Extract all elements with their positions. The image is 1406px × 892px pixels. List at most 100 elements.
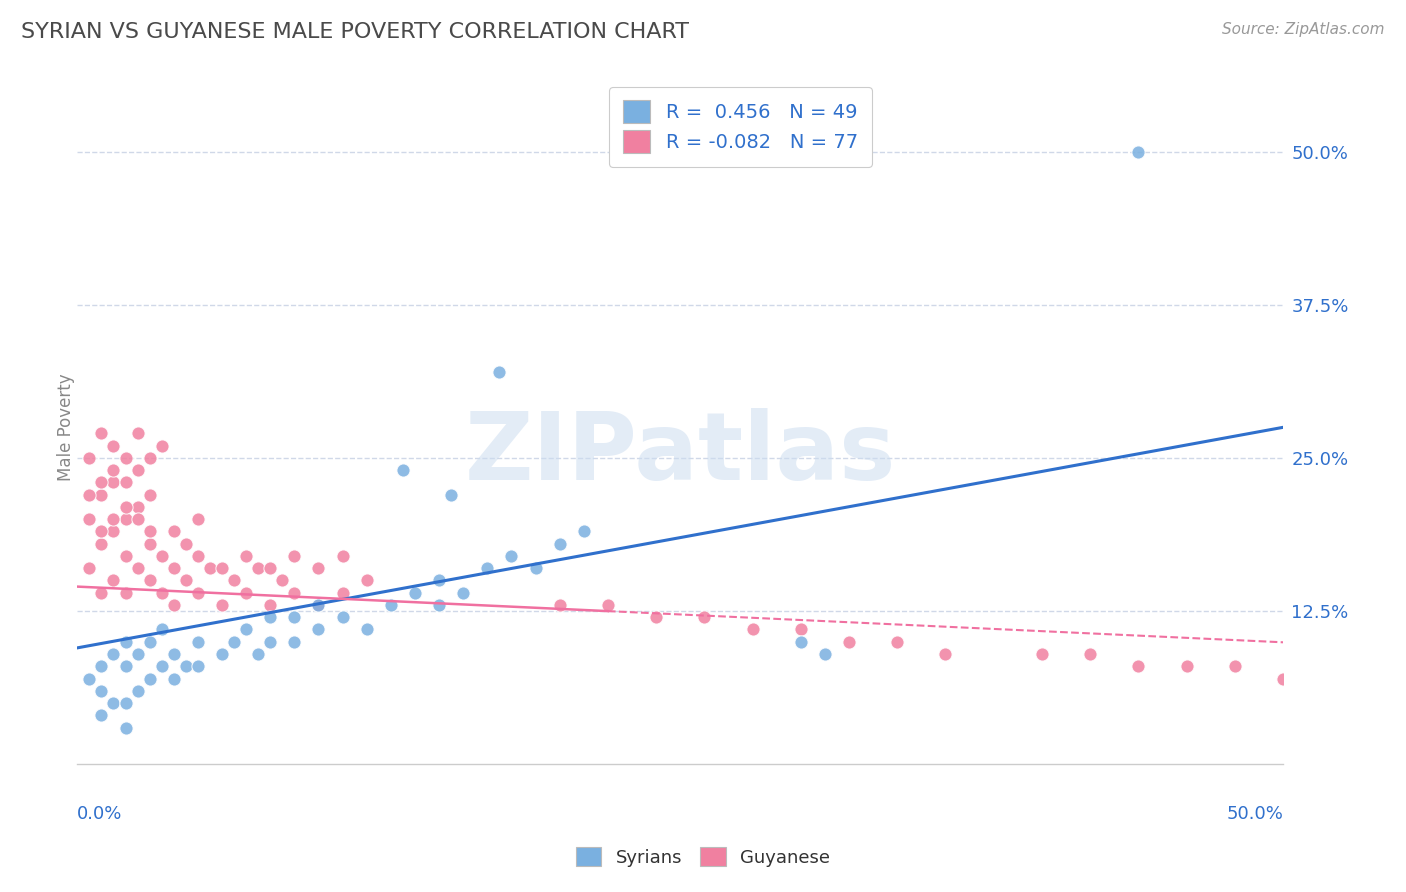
Point <box>790 634 813 648</box>
Point <box>451 585 474 599</box>
Point <box>211 647 233 661</box>
Point <box>187 659 209 673</box>
Point <box>90 659 112 673</box>
Point <box>138 488 160 502</box>
Point <box>1223 659 1246 673</box>
Point <box>103 696 125 710</box>
Text: SYRIAN VS GUYANESE MALE POVERTY CORRELATION CHART: SYRIAN VS GUYANESE MALE POVERTY CORRELAT… <box>21 22 689 42</box>
Point <box>103 524 125 539</box>
Point <box>247 561 270 575</box>
Point <box>1175 659 1198 673</box>
Point <box>235 549 257 563</box>
Point <box>127 426 149 441</box>
Point <box>150 623 173 637</box>
Point <box>356 574 378 588</box>
Point <box>572 524 595 539</box>
Point <box>127 561 149 575</box>
Point <box>114 549 136 563</box>
Point <box>163 561 186 575</box>
Point <box>163 598 186 612</box>
Point <box>79 450 101 465</box>
Point <box>79 512 101 526</box>
Point <box>187 634 209 648</box>
Point <box>174 537 197 551</box>
Text: 0.0%: 0.0% <box>77 805 122 822</box>
Point <box>645 610 668 624</box>
Point <box>259 634 281 648</box>
Legend: R =  0.456   N = 49, R = -0.082   N = 77: R = 0.456 N = 49, R = -0.082 N = 77 <box>609 87 872 167</box>
Point <box>548 598 571 612</box>
Point <box>693 610 716 624</box>
Point <box>103 647 125 661</box>
Point <box>211 561 233 575</box>
Point <box>127 647 149 661</box>
Point <box>138 634 160 648</box>
Point <box>283 585 305 599</box>
Point <box>103 512 125 526</box>
Point <box>127 512 149 526</box>
Point <box>127 683 149 698</box>
Point <box>150 585 173 599</box>
Point <box>90 683 112 698</box>
Point <box>90 585 112 599</box>
Point <box>356 623 378 637</box>
Point <box>114 585 136 599</box>
Point <box>90 475 112 490</box>
Point <box>838 634 860 648</box>
Point <box>307 561 329 575</box>
Point <box>814 647 837 661</box>
Point <box>90 488 112 502</box>
Point <box>103 463 125 477</box>
Point <box>283 610 305 624</box>
Point <box>138 524 160 539</box>
Point <box>404 585 426 599</box>
Point <box>332 549 354 563</box>
Point <box>307 598 329 612</box>
Point <box>1031 647 1053 661</box>
Point <box>1272 672 1295 686</box>
Point <box>886 634 908 648</box>
Point <box>187 512 209 526</box>
Point <box>741 623 763 637</box>
Point <box>138 574 160 588</box>
Point <box>211 598 233 612</box>
Point <box>427 598 450 612</box>
Point <box>440 488 463 502</box>
Point <box>934 647 956 661</box>
Point <box>187 549 209 563</box>
Legend: Syrians, Guyanese: Syrians, Guyanese <box>569 840 837 874</box>
Point <box>114 512 136 526</box>
Text: Source: ZipAtlas.com: Source: ZipAtlas.com <box>1222 22 1385 37</box>
Point <box>1078 647 1101 661</box>
Point <box>235 585 257 599</box>
Point <box>138 450 160 465</box>
Point <box>79 561 101 575</box>
Point <box>90 708 112 723</box>
Point <box>114 659 136 673</box>
Point <box>524 561 547 575</box>
Point <box>259 610 281 624</box>
Point <box>247 647 270 661</box>
Point <box>103 574 125 588</box>
Point <box>187 585 209 599</box>
Point <box>488 365 510 379</box>
Point <box>127 500 149 514</box>
Point <box>138 672 160 686</box>
Point <box>114 475 136 490</box>
Point <box>114 450 136 465</box>
Point <box>163 672 186 686</box>
Point <box>271 574 294 588</box>
Y-axis label: Male Poverty: Male Poverty <box>58 374 75 481</box>
Point <box>1368 672 1391 686</box>
Point <box>114 500 136 514</box>
Point <box>307 598 329 612</box>
Point <box>174 659 197 673</box>
Point <box>501 549 523 563</box>
Point <box>332 610 354 624</box>
Point <box>548 537 571 551</box>
Text: 50.0%: 50.0% <box>1226 805 1284 822</box>
Point <box>79 488 101 502</box>
Point <box>596 598 619 612</box>
Point <box>283 549 305 563</box>
Point <box>222 574 245 588</box>
